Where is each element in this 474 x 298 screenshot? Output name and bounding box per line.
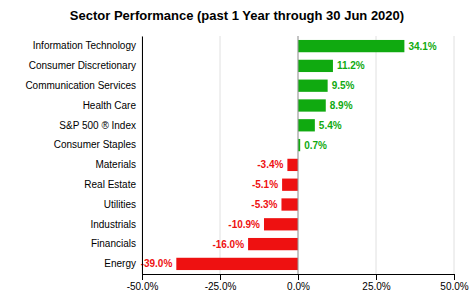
y-tick-label: Information Technology (33, 40, 136, 51)
data-label: 9.5% (332, 80, 355, 91)
y-tick: Information Technology (33, 40, 142, 51)
y-tick-label: Health Care (83, 100, 137, 111)
x-tick: 50.0% (440, 274, 468, 292)
x-tick-mark (454, 274, 455, 280)
x-tick: -50.0% (127, 274, 159, 292)
y-tick: Consumer Discretionary (29, 60, 142, 71)
data-label: -5.3% (251, 199, 277, 210)
y-tick-label: Energy (104, 258, 136, 269)
grid-line (142, 36, 143, 274)
y-axis-line (142, 37, 143, 275)
x-tick-mark (142, 274, 143, 280)
bar (298, 80, 328, 92)
y-tick-label: Financials (91, 238, 136, 249)
y-tick: Financials (91, 238, 142, 249)
x-tick: -25.0% (205, 274, 237, 292)
grid-line (454, 36, 455, 274)
data-label: 5.4% (319, 120, 342, 131)
y-tick-label: S&P 500 ® Index (59, 119, 136, 130)
bar (298, 119, 315, 131)
bar (176, 258, 298, 270)
x-tick-mark (220, 274, 221, 280)
x-axis: -50.0% -25.0% 0.0% 25.0% 50.0% (127, 274, 469, 292)
y-tick: Consumer Staples (54, 139, 142, 150)
grid-line (376, 36, 377, 274)
y-tick-label: Industrials (90, 219, 136, 230)
y-tick-label: Communication Services (25, 80, 136, 91)
chart: Sector Performance (past 1 Year through … (0, 0, 474, 298)
x-tick-label: 25.0% (362, 281, 390, 292)
bar (287, 159, 298, 171)
data-label: -5.1% (252, 179, 278, 190)
x-tick: 25.0% (362, 274, 390, 292)
y-tick-label: Materials (95, 159, 136, 170)
x-tick: 0.0% (287, 274, 310, 292)
x-tick-label: 0.0% (287, 281, 310, 292)
data-label: -39.0% (141, 258, 173, 269)
data-label: 11.2% (337, 60, 365, 71)
title: Sector Performance (past 1 Year through … (70, 8, 404, 23)
data-label: -16.0% (212, 239, 244, 250)
bar (298, 99, 326, 111)
y-tick: Health Care (83, 100, 142, 111)
y-tick: Utilities (104, 199, 142, 210)
x-tick-label: 50.0% (440, 281, 468, 292)
y-tick-label: Utilities (104, 199, 136, 210)
zero-line (298, 36, 299, 274)
grid-line (298, 36, 299, 274)
bars (176, 40, 404, 270)
y-tick: Industrials (90, 219, 142, 230)
data-labels: -39.0% -16.0% -10.9% -5.3% -5.1% -3.4% 0.7% 5.4… (141, 41, 437, 270)
x-tick-label: -50.0% (127, 281, 159, 292)
bar (282, 179, 298, 191)
data-label: -3.4% (257, 159, 283, 170)
y-tick-label: Consumer Staples (54, 139, 136, 150)
bar (264, 218, 298, 230)
y-tick: Communication Services (25, 80, 142, 91)
bar (298, 40, 404, 52)
data-label: 34.1% (408, 41, 436, 52)
y-tick: Energy (104, 258, 142, 269)
data-label: 0.7% (304, 140, 327, 151)
y-tick-label: Consumer Discretionary (29, 60, 136, 71)
x-tick-mark (298, 274, 299, 280)
data-label: 8.9% (330, 100, 353, 111)
bar (281, 198, 298, 210)
x-axis-line (143, 275, 455, 281)
bar (298, 60, 333, 72)
y-axis: Energy Financials Industrials Utilities Real… (25, 37, 142, 275)
y-tick-label: Real Estate (84, 179, 136, 190)
data-label: -10.9% (228, 219, 260, 230)
plot: -39.0% -16.0% -10.9% -5.3% -5.1% -3.4% 0.7% 5.4… (25, 36, 468, 292)
bar (248, 238, 298, 250)
grid (142, 36, 454, 274)
y-tick: S&P 500 ® Index (59, 119, 142, 130)
x-tick-label: -25.0% (205, 281, 237, 292)
y-tick: Materials (95, 159, 142, 170)
x-tick-mark (376, 274, 377, 280)
y-tick: Real Estate (84, 179, 142, 190)
